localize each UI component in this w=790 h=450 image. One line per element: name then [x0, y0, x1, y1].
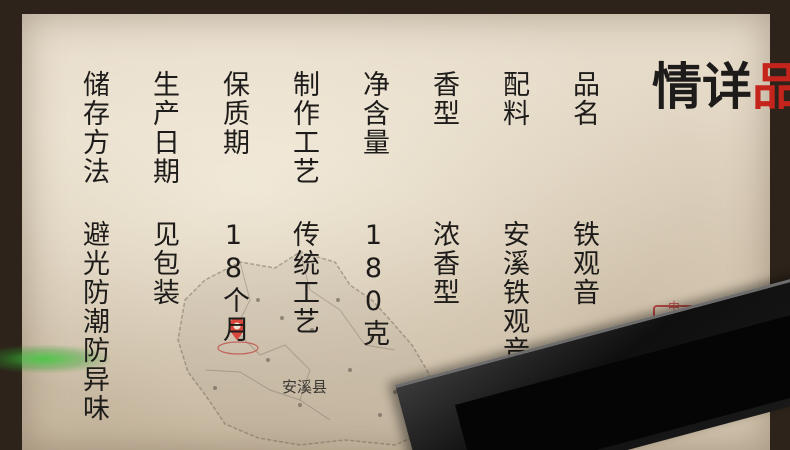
value-shelf-life: 18个月	[218, 220, 249, 344]
label-storage-method: 储存方法	[78, 70, 109, 186]
value-storage-method: 避光防潮防异味	[78, 220, 109, 423]
title-char-3: 详	[694, 60, 752, 110]
value-aroma-type: 浓香型	[428, 220, 459, 307]
label-shelf-life: 保质期	[218, 70, 249, 157]
value-product-name: 铁观音	[568, 220, 599, 307]
page-title: 产 品 详 情	[644, 60, 790, 110]
map-region-label: 安溪县	[282, 378, 327, 396]
title-char-2: 品	[744, 60, 790, 110]
title-char-4: 情	[644, 60, 702, 110]
value-craft: 传统工艺	[288, 220, 319, 336]
label-net-content: 净含量	[358, 70, 389, 157]
label-product-name: 品名	[568, 70, 599, 128]
label-production-date: 生产日期	[148, 70, 179, 186]
label-aroma-type: 香型	[428, 70, 459, 128]
value-net-content: 180克	[358, 220, 389, 348]
label-ingredients: 配料	[498, 70, 529, 128]
label-craft: 制作工艺	[288, 70, 319, 186]
value-production-date: 见包装	[148, 220, 179, 307]
location-pin-icon	[229, 318, 245, 340]
green-light-decoration	[0, 345, 110, 373]
value-ingredients: 安溪铁观音	[498, 220, 529, 365]
